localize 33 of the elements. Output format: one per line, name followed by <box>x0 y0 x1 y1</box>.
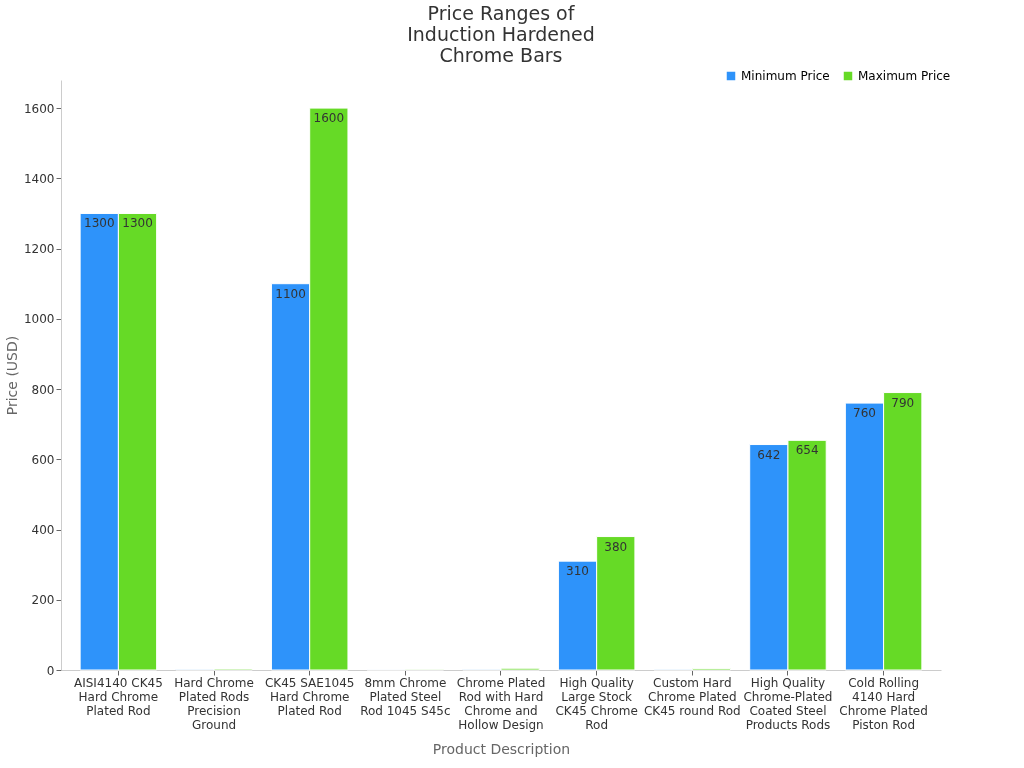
y-tick-label: 1000 <box>23 312 55 327</box>
x-tick-label: Custom Hard Chrome Plated CK45 round Rod <box>643 675 741 718</box>
x-tick-label: High Quality Chrome-Plated Coated Steel Products Rods <box>743 675 833 732</box>
data-label: 380 <box>604 539 628 554</box>
y-axis-title: Price (USD) <box>3 335 20 416</box>
data-label: 790 <box>891 395 915 410</box>
y-tick-label: 1400 <box>23 171 55 186</box>
data-label: 310 <box>566 564 589 579</box>
x-tick-label: 8mm Chrome Plated Steel Rod 1045 S45c <box>360 675 451 718</box>
y-tick-label: 400 <box>31 523 55 538</box>
data-label: 654 <box>795 443 819 458</box>
y-tick-label: 1600 <box>23 101 55 116</box>
data-label: 760 <box>853 406 876 421</box>
y-tick-label: 200 <box>31 593 55 608</box>
data-label: 642 <box>757 447 781 462</box>
x-tick-label: Hard Chrome Plated Rods Precision Ground <box>174 675 254 732</box>
y-tick-label: 1200 <box>23 242 55 257</box>
chart-title: Price Ranges of Induction Hardened Chrome Bars <box>407 2 595 66</box>
legend-label: Minimum Price <box>741 69 830 83</box>
y-tick-label: 600 <box>31 452 55 467</box>
data-label: 1300 <box>83 216 115 231</box>
x-tick-label: High Quality Large Stock CK45 Chrome Rod <box>555 675 638 732</box>
x-tick-label: Cold Rolling 4140 Hard Chrome Plated Piston Rod <box>839 675 928 732</box>
x-axis-title: Product Description <box>432 740 571 757</box>
y-tick-label: 800 <box>31 382 55 397</box>
data-label: 1600 <box>313 111 345 126</box>
x-tick-label: AISI4140 CK45 Hard Chrome Plated Rod <box>74 675 163 718</box>
y-tick-label: 0 <box>46 663 55 678</box>
x-tick-label: CK45 SAE1045 Hard Chrome Plated Rod <box>264 675 355 718</box>
data-label: 1300 <box>122 216 153 231</box>
legend-label: Maximum Price <box>858 69 951 83</box>
data-label: 1100 <box>275 286 306 301</box>
x-tick-label: Chrome Plated Rod with Hard Chrome and Hollow Design <box>456 675 546 732</box>
